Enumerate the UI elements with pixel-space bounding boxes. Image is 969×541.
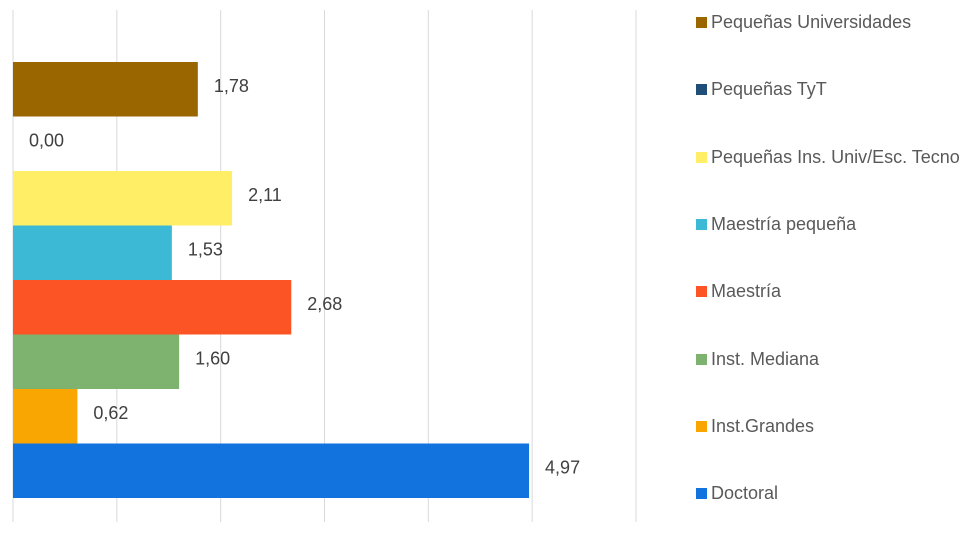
legend-label: Inst. Mediana <box>711 348 820 369</box>
legend-swatch <box>696 488 707 500</box>
legend-item: Doctoral <box>696 481 966 505</box>
bar <box>13 225 172 280</box>
legend-label: Doctoral <box>711 483 779 504</box>
legend-swatch <box>696 353 707 365</box>
legend-item: Inst. Mediana <box>696 347 966 371</box>
legend-label: Maestría <box>711 281 782 302</box>
legend-swatch <box>696 420 707 432</box>
legend-label: Pequeñas Ins. Univ/Esc. Tecno <box>711 146 960 167</box>
data-label: 2,68 <box>307 294 342 314</box>
data-label: 0,62 <box>93 403 128 423</box>
bar <box>13 443 530 498</box>
legend-label: Maestría pequeña <box>711 213 857 234</box>
legend-swatch <box>696 286 707 298</box>
data-label: 2,11 <box>248 185 282 205</box>
legend-label: Inst.Grandes <box>711 415 815 436</box>
legend-item: Pequeñas Universidades <box>696 10 966 34</box>
bar <box>13 334 180 389</box>
legend-label: Pequeñas Universidades <box>711 12 912 32</box>
bar <box>13 62 198 117</box>
legend-item: Maestría pequeña <box>696 212 966 236</box>
data-label: 0,00 <box>29 131 64 151</box>
legend-item: Inst.Grandes <box>696 414 966 438</box>
legend-item: Pequeñas Ins. Univ/Esc. Tecno <box>696 145 966 169</box>
bar <box>13 389 78 444</box>
legend-item: Pequeñas TyT <box>696 77 966 101</box>
data-label: 1,78 <box>214 76 249 96</box>
legend-item: Maestría <box>696 279 966 303</box>
bar <box>13 280 292 335</box>
data-label: 1,60 <box>195 349 230 369</box>
data-label: 1,53 <box>188 240 223 260</box>
legend-swatch <box>696 218 707 230</box>
data-label: 4,97 <box>545 458 580 478</box>
legend-swatch <box>696 17 707 28</box>
bar <box>13 171 233 226</box>
legend-swatch <box>696 151 707 163</box>
legend-swatch <box>696 84 707 96</box>
legend-label: Pequeñas TyT <box>711 79 827 100</box>
